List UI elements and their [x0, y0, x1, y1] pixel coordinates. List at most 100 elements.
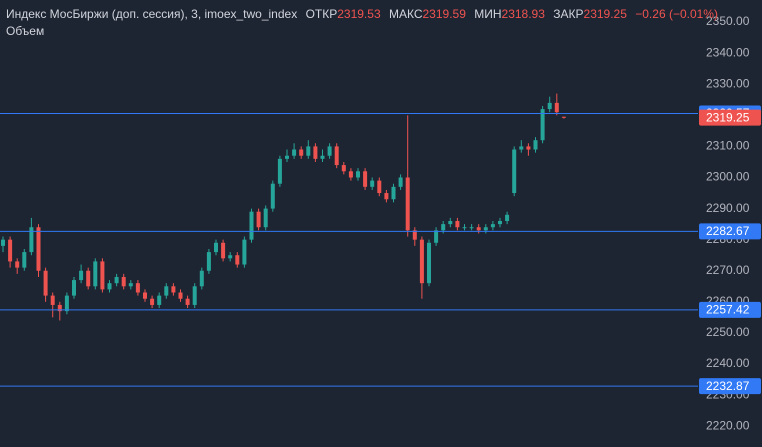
- y-tick-label: 2300.00: [706, 170, 750, 184]
- field-value: 2318.93: [501, 7, 545, 21]
- y-tick-label: 2350.00: [706, 14, 750, 28]
- candle-body: [256, 211, 261, 228]
- candle-body: [50, 295, 55, 305]
- level-label-box: [699, 378, 761, 395]
- candle-body: [263, 208, 268, 228]
- field-label: МАКС: [388, 7, 423, 21]
- last-price-label: 2319.25: [706, 110, 750, 124]
- candle-body: [434, 230, 439, 243]
- candle-body: [285, 155, 289, 159]
- change-label: −0.26 (−0.01%): [635, 7, 718, 21]
- candle-body: [235, 255, 240, 265]
- field-label: ЗАКР: [553, 7, 584, 21]
- candle-body: [270, 183, 275, 209]
- candle-body: [490, 224, 495, 228]
- candle-body: [29, 227, 34, 253]
- candle-body: [419, 239, 424, 284]
- y-tick-label: 2340.00: [706, 45, 750, 59]
- chart-title: Индекс МосБиржи (доп. сессия), 3, imoex_…: [6, 7, 298, 21]
- candle-body: [64, 295, 69, 312]
- candle-body: [86, 270, 91, 287]
- candle-body: [114, 276, 119, 284]
- candle-body: [277, 158, 282, 184]
- candle-body: [143, 292, 147, 299]
- y-tick-label: 2270.00: [706, 263, 750, 277]
- candle-body: [221, 242, 226, 259]
- candle-body: [405, 177, 410, 231]
- candle-body: [214, 242, 218, 253]
- candle-body: [100, 261, 105, 290]
- candle-body: [36, 227, 41, 271]
- candle-body: [43, 270, 48, 296]
- level-label-box: [699, 223, 761, 240]
- candle-body: [412, 230, 417, 240]
- candle-body: [462, 227, 467, 229]
- candle-body: [79, 270, 84, 281]
- level-label: 2232.87: [706, 379, 750, 393]
- last-price-box: [699, 109, 761, 126]
- candle-body: [57, 304, 62, 312]
- header-line: Индекс МосБиржи (доп. сессия), 3, imoex_…: [6, 6, 718, 23]
- candle-body: [327, 146, 332, 156]
- level-label: 2257.42: [706, 303, 750, 317]
- candle-body: [561, 116, 566, 118]
- field-value: 2319.25: [583, 7, 627, 21]
- candle-body: [427, 242, 431, 284]
- candle-body: [8, 239, 13, 262]
- candle-body: [249, 211, 254, 240]
- candle-body: [185, 298, 190, 305]
- candle-body: [128, 283, 133, 287]
- candle-body: [519, 146, 524, 150]
- candle-body: [171, 286, 176, 293]
- candle-body: [242, 239, 247, 265]
- y-tick-label: 2330.00: [706, 76, 750, 90]
- candle-body: [228, 255, 233, 259]
- candle-body: [299, 149, 304, 156]
- candle-body: [526, 146, 531, 150]
- candle-body: [391, 186, 396, 200]
- candle-body: [341, 165, 346, 172]
- candle-body: [313, 146, 318, 159]
- candle-body: [377, 180, 382, 194]
- candle-body: [157, 295, 162, 305]
- legend-header: Индекс МосБиржи (доп. сессия), 3, imoex_…: [6, 6, 718, 40]
- candle-body: [72, 280, 76, 296]
- candle-body: [533, 140, 538, 150]
- candle-body: [306, 146, 311, 156]
- candle-body: [1, 239, 5, 246]
- y-tick-label: 2290.00: [706, 201, 750, 215]
- candle-body: [512, 149, 517, 194]
- candle-body: [476, 227, 481, 231]
- y-tick-label: 2220.00: [706, 418, 750, 432]
- candle-body: [93, 261, 98, 287]
- candle-body: [121, 276, 126, 287]
- candle-body: [370, 180, 375, 187]
- field-value: 2319.53: [337, 7, 381, 21]
- field-value: 2319.59: [422, 7, 466, 21]
- candle-body: [22, 252, 27, 268]
- candle-body: [469, 227, 474, 229]
- candle-body: [448, 221, 453, 225]
- candle-body: [540, 109, 545, 141]
- candle-body: [192, 286, 197, 305]
- candle-body: [107, 283, 112, 290]
- candle-body: [135, 283, 140, 293]
- candle-body: [292, 149, 297, 156]
- candle-body: [384, 193, 389, 200]
- field-label: ОТКР: [305, 7, 338, 21]
- candle-body: [199, 270, 204, 287]
- candle-body: [455, 221, 460, 228]
- candle-body: [15, 261, 20, 268]
- candle-body: [483, 227, 488, 231]
- candle-body: [554, 102, 559, 113]
- candle-body: [398, 177, 403, 187]
- candle-body: [164, 286, 169, 296]
- candle-body: [150, 298, 155, 305]
- y-tick-label: 2240.00: [706, 356, 750, 370]
- candle-body: [363, 171, 368, 187]
- candle-body: [356, 171, 360, 178]
- level-label: 2282.67: [706, 224, 750, 238]
- candle-body: [505, 214, 510, 222]
